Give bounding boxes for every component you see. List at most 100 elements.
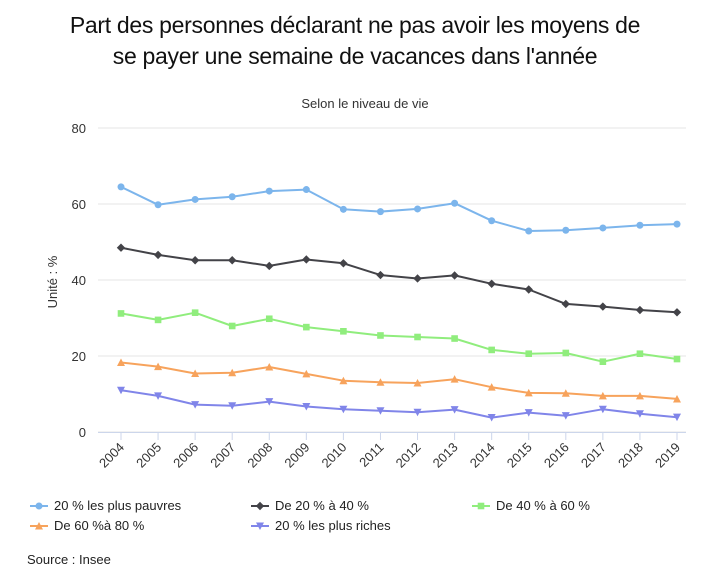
data-point bbox=[450, 406, 459, 414]
data-point bbox=[413, 378, 422, 387]
data-point bbox=[154, 201, 162, 209]
series-group bbox=[116, 183, 682, 422]
data-point bbox=[450, 271, 459, 280]
data-point bbox=[340, 328, 347, 335]
data-point bbox=[339, 259, 348, 268]
legend-marker bbox=[255, 501, 265, 510]
legend-label: De 40 % à 60 % bbox=[496, 498, 590, 513]
series-line bbox=[120, 185, 678, 232]
data-point bbox=[413, 274, 422, 283]
data-point bbox=[376, 378, 385, 386]
data-point bbox=[265, 363, 274, 371]
data-point bbox=[154, 316, 162, 324]
series-2 bbox=[116, 243, 682, 317]
y-tick-label: 0 bbox=[79, 425, 86, 440]
data-point bbox=[487, 414, 496, 422]
series-line bbox=[120, 246, 678, 314]
data-point bbox=[303, 323, 310, 331]
data-point bbox=[414, 333, 421, 341]
x-tick-label: 2016 bbox=[541, 440, 572, 471]
data-point bbox=[561, 389, 570, 397]
y-tick-label: 60 bbox=[72, 197, 86, 212]
grid-lines bbox=[98, 127, 686, 433]
data-point bbox=[635, 305, 645, 315]
legend-item[interactable]: 20 % les plus pauvres bbox=[30, 498, 181, 513]
data-point bbox=[488, 217, 496, 225]
x-tick-label: 2017 bbox=[578, 440, 609, 471]
data-point bbox=[376, 407, 385, 415]
legend-item[interactable]: 20 % les plus riches bbox=[251, 518, 391, 533]
data-point bbox=[598, 302, 608, 311]
legend-label: 20 % les plus riches bbox=[275, 518, 391, 533]
y-tick-label: 20 bbox=[72, 349, 86, 364]
data-point bbox=[673, 413, 681, 422]
data-point bbox=[228, 402, 237, 410]
data-point bbox=[451, 335, 458, 342]
data-point bbox=[302, 255, 311, 264]
data-point bbox=[673, 394, 681, 403]
data-point bbox=[265, 315, 273, 323]
data-point bbox=[599, 358, 607, 365]
x-tick-label: 2009 bbox=[281, 440, 312, 471]
legend-marker bbox=[35, 502, 43, 509]
data-point bbox=[117, 183, 125, 191]
data-point bbox=[561, 412, 570, 420]
data-point bbox=[598, 405, 607, 414]
data-point bbox=[191, 401, 200, 409]
data-point bbox=[191, 195, 199, 203]
data-point bbox=[339, 376, 348, 385]
data-point bbox=[190, 256, 200, 265]
legend-marker bbox=[477, 502, 485, 509]
data-point bbox=[302, 186, 310, 194]
series-1 bbox=[117, 183, 681, 235]
y-tick-label: 80 bbox=[72, 121, 86, 136]
legend-marker bbox=[35, 521, 43, 529]
data-point bbox=[636, 350, 644, 358]
data-point bbox=[599, 224, 607, 232]
data-point bbox=[487, 383, 496, 391]
x-tick-label: 2014 bbox=[467, 440, 498, 471]
chart-title-line-1: Part des personnes déclarant ne pas avoi… bbox=[69, 12, 641, 38]
data-point bbox=[561, 299, 570, 309]
data-point bbox=[487, 279, 496, 288]
data-point bbox=[376, 208, 384, 216]
legend-symbol bbox=[472, 502, 490, 509]
data-point bbox=[636, 221, 644, 229]
x-tick-label: 2005 bbox=[133, 440, 164, 471]
x-axis: 2004 2005 2006 2007 2008 2009 2010 2011 2012 2013… bbox=[96, 432, 686, 471]
series-3 bbox=[117, 309, 681, 365]
series-5 bbox=[117, 386, 681, 422]
legend-item[interactable]: De 60 %à 80 % bbox=[30, 518, 144, 533]
data-point bbox=[154, 392, 163, 400]
data-point bbox=[376, 270, 385, 280]
y-axis: 0 20 40 60 80 bbox=[72, 121, 86, 440]
x-tick-label: 2008 bbox=[244, 440, 275, 471]
data-point bbox=[524, 285, 533, 294]
data-point bbox=[414, 205, 422, 213]
data-point bbox=[377, 332, 384, 339]
data-point bbox=[451, 199, 459, 207]
x-tick-label: 2007 bbox=[207, 440, 238, 471]
legend-symbol bbox=[251, 501, 269, 510]
legend-symbol bbox=[251, 522, 269, 530]
x-tick-label: 2010 bbox=[318, 440, 349, 471]
y-axis-label: Unité : % bbox=[45, 255, 60, 308]
data-point bbox=[672, 308, 682, 317]
data-point bbox=[228, 368, 237, 377]
data-point bbox=[525, 350, 533, 358]
legend-label: 20 % les plus pauvres bbox=[54, 498, 182, 513]
data-point bbox=[524, 388, 533, 397]
x-tick-label: 2019 bbox=[652, 440, 683, 471]
data-point bbox=[598, 391, 607, 400]
data-point bbox=[154, 362, 163, 371]
data-point bbox=[153, 250, 163, 260]
legend-label: De 60 %à 80 % bbox=[54, 518, 145, 533]
chart-title: Part des personnes déclarant ne pas avoi… bbox=[0, 10, 710, 72]
series-line bbox=[120, 389, 678, 419]
data-point bbox=[228, 322, 236, 330]
legend-item[interactable]: De 40 % à 60 % bbox=[472, 498, 590, 513]
legend-item[interactable]: De 20 % à 40 % bbox=[251, 498, 369, 513]
chart-subtitle: Selon le niveau de vie bbox=[301, 96, 429, 111]
data-point bbox=[265, 187, 273, 195]
